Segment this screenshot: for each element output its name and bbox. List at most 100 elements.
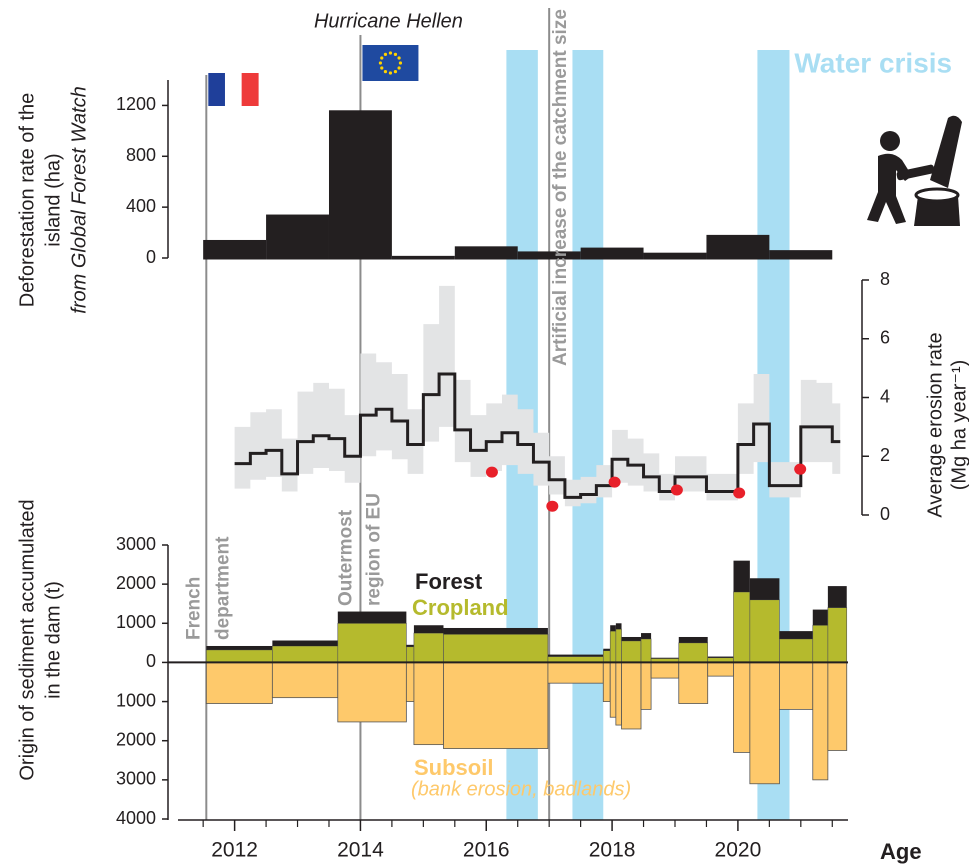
water-crisis-label: Water crisis xyxy=(794,47,952,78)
erosion-marker xyxy=(733,487,746,499)
eu-star xyxy=(383,52,388,56)
subsoil-bar xyxy=(443,662,549,749)
y-tick-label: 4 xyxy=(880,386,890,406)
deforestation-bar xyxy=(769,250,833,260)
cropland-bar xyxy=(678,642,709,663)
cropland-bar xyxy=(779,638,814,663)
subsoil-bar xyxy=(413,662,444,746)
y-tick-label: 3000 xyxy=(116,534,156,554)
y-axis-title: Average erosion rate xyxy=(924,332,946,517)
deforestation-bar xyxy=(328,110,392,260)
y-tick-label: 400 xyxy=(126,196,156,216)
body xyxy=(867,153,912,224)
saw xyxy=(896,164,935,181)
cropland-bar xyxy=(749,599,780,663)
y-tick-label: 2000 xyxy=(116,729,156,749)
forest-bar xyxy=(272,640,338,646)
subsoil-bar xyxy=(609,662,617,718)
event-label: Outermost xyxy=(335,509,356,606)
forest-bar xyxy=(779,631,813,639)
cropland-bar xyxy=(206,649,273,663)
event-label: Artificial increase of the catchment siz… xyxy=(550,9,571,366)
eu-star xyxy=(388,71,393,75)
forest-bar xyxy=(547,654,604,657)
legend-cropland: Cropland xyxy=(412,595,509,620)
eu-star xyxy=(380,66,384,70)
subsoil-bar xyxy=(271,662,339,699)
y-tick-label: 2000 xyxy=(116,573,156,593)
forest-bar xyxy=(337,611,407,624)
y-tick-label: 800 xyxy=(126,145,156,165)
stump-top xyxy=(914,187,960,203)
flag-stripe xyxy=(241,73,259,106)
eu-star xyxy=(393,70,398,74)
head xyxy=(880,131,900,151)
y-tick-label: 3000 xyxy=(116,769,156,789)
x-tick-label: 2014 xyxy=(337,839,384,862)
subsoil-bar xyxy=(812,662,829,781)
eu-star xyxy=(397,66,401,70)
y-axis-title: island (ha) xyxy=(42,153,64,246)
cropland-bar xyxy=(406,646,415,663)
y-tick-label: 0 xyxy=(880,504,890,524)
y-tick-label: 1000 xyxy=(116,612,156,632)
erosion-marker xyxy=(546,500,559,512)
subsoil-bar xyxy=(615,662,622,726)
erosion-marker xyxy=(794,463,807,475)
cropland-bar xyxy=(272,645,339,663)
deforestation-bar xyxy=(203,239,267,260)
subsoil-bar xyxy=(640,662,652,710)
y-tick-label: 0 xyxy=(146,651,156,671)
deforestation-bar xyxy=(391,255,455,260)
y-axis-source: from Global Forest Watch xyxy=(68,86,90,313)
y-axis-title: Origin of sediment accumulated xyxy=(16,499,38,780)
deforestation-bar xyxy=(517,251,581,260)
legend-subsoil: Subsoil xyxy=(414,755,493,780)
forest-bar xyxy=(406,644,414,647)
eu-star xyxy=(380,56,384,60)
subsoil-bar xyxy=(337,662,407,723)
y-axis-title: (Mg ha year⁻¹) xyxy=(948,360,969,491)
deforestation-icon xyxy=(867,115,962,226)
cropland-bar xyxy=(337,622,407,663)
forest-bar xyxy=(621,636,642,641)
subsoil-bar xyxy=(749,662,780,785)
legend-subsoil-note: (bank erosion, badlands) xyxy=(411,778,631,800)
cropland-bar xyxy=(621,640,642,663)
y-tick-label: 2 xyxy=(880,445,890,465)
y-tick-label: 6 xyxy=(880,328,890,348)
flag-stripe xyxy=(208,73,226,106)
y-tick-label: 1200 xyxy=(116,94,156,114)
eu-star xyxy=(383,70,388,74)
event-note: Hurricane Hellen xyxy=(314,10,463,32)
deforestation-bar xyxy=(266,214,329,260)
forest-bar xyxy=(615,623,622,630)
cropland-bar xyxy=(443,633,549,663)
forest-bar xyxy=(651,657,679,659)
forest-bar xyxy=(678,636,708,643)
forest-bar xyxy=(610,625,616,632)
cropland-bar xyxy=(609,630,617,663)
forest-bar xyxy=(812,609,828,626)
eu-star xyxy=(378,61,383,65)
subsoil-bar xyxy=(621,662,642,730)
x-axis-title: Age xyxy=(880,839,922,864)
x-tick-label: 2018 xyxy=(589,839,636,862)
cropland-bar xyxy=(733,591,751,663)
water-crisis-span xyxy=(572,50,604,820)
eu-star xyxy=(397,56,401,60)
subsoil-bar xyxy=(707,662,734,677)
erosion-marker xyxy=(485,466,498,478)
eu-star xyxy=(388,51,393,55)
y-tick-label: 4000 xyxy=(116,808,156,828)
erosion-marker xyxy=(670,484,683,496)
y-tick-label: 1000 xyxy=(116,690,156,710)
y-axis-title: in the dam (t) xyxy=(42,581,64,699)
x-tick-label: 2012 xyxy=(211,839,258,862)
forest-bar xyxy=(443,627,548,635)
cropland-bar xyxy=(413,632,444,663)
subsoil-bar xyxy=(779,662,814,710)
stump xyxy=(914,196,960,226)
